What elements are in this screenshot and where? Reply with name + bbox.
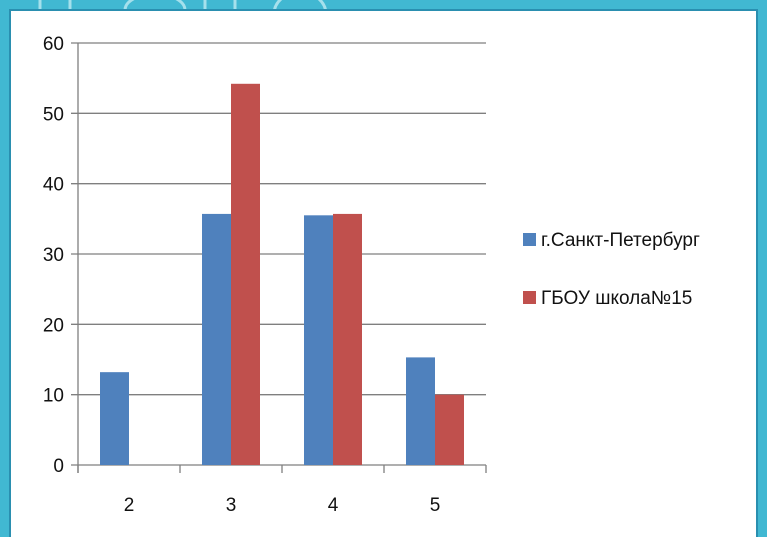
bar-4-series-1 bbox=[304, 215, 333, 465]
bar-3-series-2 bbox=[231, 83, 260, 465]
y-tick-label: 60 bbox=[43, 34, 64, 55]
x-tick-label: 4 bbox=[328, 495, 339, 516]
y-tick-label: 0 bbox=[53, 456, 64, 477]
y-tick-label: 30 bbox=[43, 245, 64, 266]
legend-swatch bbox=[523, 291, 536, 304]
legend-label: ГБОУ школа№15 bbox=[541, 288, 692, 309]
bar-5-series-2 bbox=[435, 394, 464, 465]
bar-3-series-1 bbox=[202, 213, 231, 465]
y-tick-labels: 0 10 20 30 40 50 60 bbox=[43, 34, 64, 477]
y-tick-label: 40 bbox=[43, 175, 64, 196]
y-tick-label: 20 bbox=[43, 315, 64, 336]
y-tick-label: 50 bbox=[43, 104, 64, 125]
y-tick-label: 10 bbox=[43, 386, 64, 407]
x-tick-labels: 2 3 4 5 bbox=[124, 495, 441, 516]
x-tick-label: 3 bbox=[226, 495, 237, 516]
legend-swatch bbox=[523, 233, 536, 246]
gridlines bbox=[71, 42, 486, 396]
legend: г.Санкт-Петербург ГБОУ школа№15 bbox=[523, 230, 700, 309]
x-tick-label: 2 bbox=[124, 495, 135, 516]
legend-label: г.Санкт-Петербург bbox=[541, 230, 700, 251]
bar-chart: 0 10 20 30 40 50 60 2 3 4 5 г.Санкт-Петербург ГБОУ… bbox=[43, 34, 700, 516]
bar-5-series-1 bbox=[406, 357, 435, 465]
chart-panel: 0 10 20 30 40 50 60 2 3 4 5 г.Санкт-Петербург ГБОУ… bbox=[9, 9, 758, 537]
bar-2-series-1 bbox=[100, 372, 129, 465]
x-tick-label: 5 bbox=[430, 495, 441, 516]
bars bbox=[100, 83, 464, 465]
bar-4-series-2 bbox=[333, 213, 362, 465]
